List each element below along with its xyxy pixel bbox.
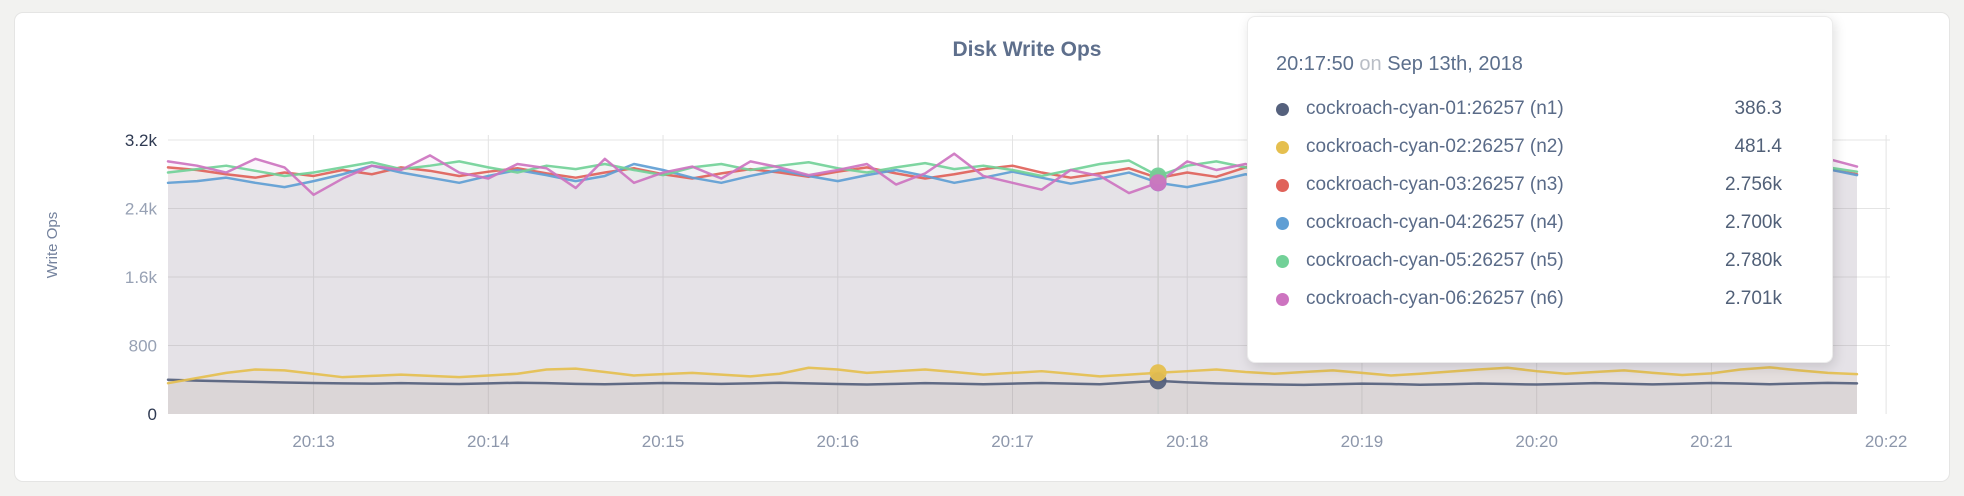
tooltip-row-n4: cockroach-cyan-04:26257 (n4) 2.700k — [1276, 204, 1782, 242]
tooltip-series-value: 2.700k — [1724, 212, 1782, 233]
series-dot-icon — [1276, 140, 1289, 154]
series-line-n2[interactable] — [166, 366, 1859, 385]
tooltip-series-label: cockroach-cyan-01:26257 (n1) — [1306, 98, 1564, 119]
x-tick-label: 20:20 — [1515, 432, 1558, 451]
tooltip-series-label: cockroach-cyan-06:26257 (n6) — [1306, 288, 1564, 309]
tooltip-time: 20:17:50 — [1276, 53, 1354, 75]
tooltip-series-label: cockroach-cyan-03:26257 (n3) — [1306, 174, 1564, 195]
x-tick-label: 20:22 — [1865, 432, 1908, 451]
x-tick-label: 20:21 — [1690, 432, 1733, 451]
series-dot-icon — [1276, 216, 1289, 230]
x-tick-label: 20:19 — [1341, 432, 1384, 451]
series-dot-icon — [1276, 102, 1289, 116]
x-tick-label: 20:18 — [1166, 432, 1209, 451]
series-dot-icon — [1276, 254, 1289, 268]
tooltip-series-value: 2.701k — [1724, 288, 1782, 309]
tooltip-series-value: 481.4 — [1734, 136, 1782, 157]
tooltip-header: 20:17:50 on Sep 13th, 2018 — [1276, 53, 1782, 76]
series-line-n1[interactable] — [166, 378, 1859, 387]
series-dot-icon — [1276, 178, 1289, 192]
y-tick-label: 1.6k — [125, 268, 158, 287]
series-dot-icon — [1276, 292, 1289, 306]
tooltip-series-label: cockroach-cyan-05:26257 (n5) — [1306, 250, 1564, 271]
series-area-n1 — [168, 379, 1857, 414]
y-axis-title: Write Ops — [44, 212, 61, 278]
tooltip-series-label: cockroach-cyan-02:26257 (n2) — [1306, 136, 1564, 157]
hover-point-n2[interactable] — [1149, 364, 1167, 382]
series-area-n2 — [168, 367, 1857, 414]
tooltip-on-word: on — [1359, 53, 1382, 75]
tooltip-series-value: 2.756k — [1724, 174, 1782, 195]
hover-tooltip: 20:17:50 on Sep 13th, 2018 cockroach-cya… — [1247, 16, 1833, 363]
tooltip-series-label: cockroach-cyan-04:26257 (n4) — [1306, 212, 1564, 233]
hover-point-n6[interactable] — [1149, 174, 1167, 192]
tooltip-date: Sep 13th, 2018 — [1387, 53, 1523, 75]
x-tick-label: 20:13 — [292, 432, 335, 451]
tooltip-row-n2: cockroach-cyan-02:26257 (n2) 481.4 — [1276, 128, 1782, 166]
tooltip-row-n6: cockroach-cyan-06:26257 (n6) 2.701k — [1276, 280, 1782, 318]
y-tick-label: 2.4k — [125, 200, 158, 219]
x-tick-label: 20:16 — [817, 432, 860, 451]
tooltip-row-n5: cockroach-cyan-05:26257 (n5) 2.780k — [1276, 242, 1782, 280]
x-tick-label: 20:15 — [642, 432, 685, 451]
y-tick-label: 3.2k — [125, 131, 158, 150]
y-tick-label: 800 — [129, 337, 157, 356]
tooltip-legend: cockroach-cyan-01:26257 (n1) 386.3 cockroa… — [1276, 90, 1782, 318]
tooltip-row-n1: cockroach-cyan-01:26257 (n1) 386.3 — [1276, 90, 1782, 128]
tooltip-row-n3: cockroach-cyan-03:26257 (n3) 2.756k — [1276, 166, 1782, 204]
tooltip-series-value: 386.3 — [1734, 98, 1782, 119]
tooltip-series-value: 2.780k — [1724, 250, 1782, 271]
x-tick-label: 20:14 — [467, 432, 510, 451]
y-tick-label: 0 — [148, 405, 157, 424]
x-tick-label: 20:17 — [991, 432, 1034, 451]
chart-title: Disk Write Ops — [952, 38, 1102, 61]
